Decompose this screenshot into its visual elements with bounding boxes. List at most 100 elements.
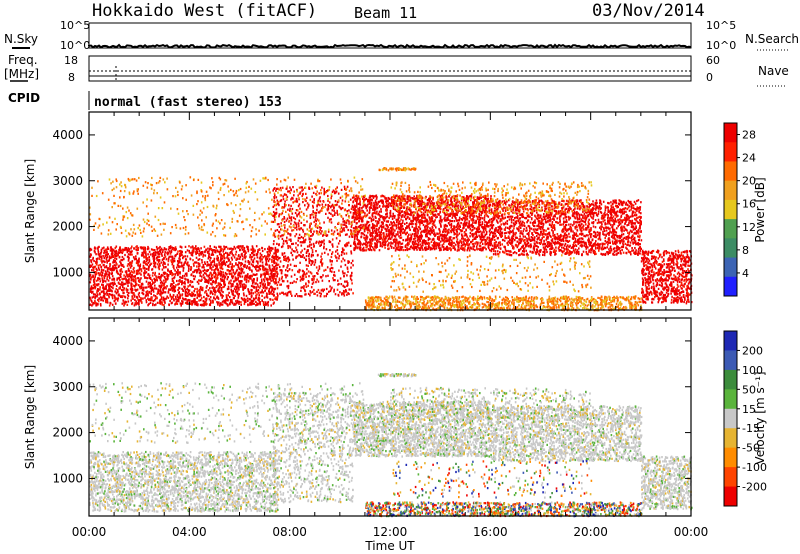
data-point	[133, 293, 135, 295]
data-point	[319, 229, 321, 231]
data-point	[271, 247, 273, 249]
data-point	[308, 275, 310, 277]
data-point	[128, 253, 130, 255]
data-point	[194, 278, 196, 280]
data-point	[289, 268, 291, 270]
data-point	[91, 249, 93, 251]
data-point	[267, 248, 269, 250]
data-point	[169, 271, 171, 273]
data-point	[182, 293, 184, 295]
data-point	[117, 299, 119, 301]
data-point	[93, 284, 95, 286]
data-point	[266, 292, 268, 294]
data-point	[297, 194, 299, 196]
data-point	[146, 258, 148, 260]
data-point	[348, 242, 350, 244]
data-point	[227, 278, 229, 280]
data-point	[345, 234, 347, 236]
data-point	[137, 248, 139, 250]
data-point	[103, 291, 105, 293]
data-point	[106, 257, 108, 259]
data-point	[160, 301, 162, 303]
data-point	[116, 246, 118, 248]
data-point	[409, 218, 411, 220]
data-point	[477, 248, 479, 250]
data-point	[329, 268, 331, 270]
data-point	[218, 298, 220, 300]
data-point	[346, 222, 348, 224]
data-point	[90, 304, 92, 306]
data-point	[240, 262, 242, 264]
data-point	[300, 290, 302, 292]
data-point	[351, 226, 353, 228]
data-point	[417, 244, 419, 246]
data-point	[90, 253, 92, 255]
data-point	[250, 254, 252, 256]
data-point	[182, 265, 184, 267]
data-point	[429, 202, 431, 204]
data-point	[278, 237, 280, 239]
data-point	[215, 277, 217, 279]
data-point	[174, 258, 176, 260]
data-point	[216, 286, 218, 288]
data-point	[373, 249, 375, 251]
data-point	[210, 296, 212, 298]
data-point	[489, 234, 491, 236]
data-point	[265, 303, 267, 305]
data-point	[235, 262, 237, 264]
data-point	[232, 285, 234, 287]
data-point	[132, 271, 134, 273]
data-point	[156, 257, 158, 259]
data-point	[134, 289, 136, 291]
data-point	[338, 206, 340, 208]
data-point	[296, 293, 298, 295]
data-point	[209, 245, 211, 247]
data-point	[270, 287, 272, 289]
data-point	[330, 213, 332, 215]
data-point	[220, 254, 222, 256]
data-point	[253, 259, 255, 261]
data-point	[364, 249, 366, 251]
data-point	[323, 188, 325, 190]
data-point	[338, 283, 340, 285]
data-point	[115, 288, 117, 290]
data-point	[122, 303, 124, 305]
data-point	[316, 266, 318, 268]
data-point	[250, 289, 252, 291]
data-point	[141, 270, 143, 272]
data-point	[227, 294, 229, 296]
data-point	[336, 186, 338, 188]
data-point	[164, 302, 166, 304]
data-point	[329, 212, 331, 214]
data-point	[466, 234, 468, 236]
data-point	[271, 291, 273, 293]
data-point	[288, 239, 290, 241]
data-point	[208, 257, 210, 259]
data-point	[111, 272, 113, 274]
data-point	[283, 256, 285, 258]
data-point	[196, 301, 198, 303]
data-point	[170, 246, 172, 248]
data-point	[171, 251, 173, 253]
data-point	[287, 274, 289, 276]
data-point	[176, 253, 178, 255]
data-point	[186, 272, 188, 274]
data-point	[262, 265, 264, 267]
data-point	[295, 247, 297, 249]
data-point	[233, 265, 235, 267]
data-point	[119, 274, 121, 276]
data-point	[300, 256, 302, 258]
data-point	[164, 272, 166, 274]
data-point	[420, 244, 422, 246]
data-point	[258, 289, 260, 291]
data-point	[169, 300, 171, 302]
data-point	[270, 304, 272, 306]
data-point	[218, 271, 220, 273]
data-point	[230, 261, 232, 263]
data-point	[316, 279, 318, 281]
data-point	[209, 274, 211, 276]
data-point	[242, 258, 244, 260]
data-point	[267, 271, 269, 273]
data-point	[182, 275, 184, 277]
